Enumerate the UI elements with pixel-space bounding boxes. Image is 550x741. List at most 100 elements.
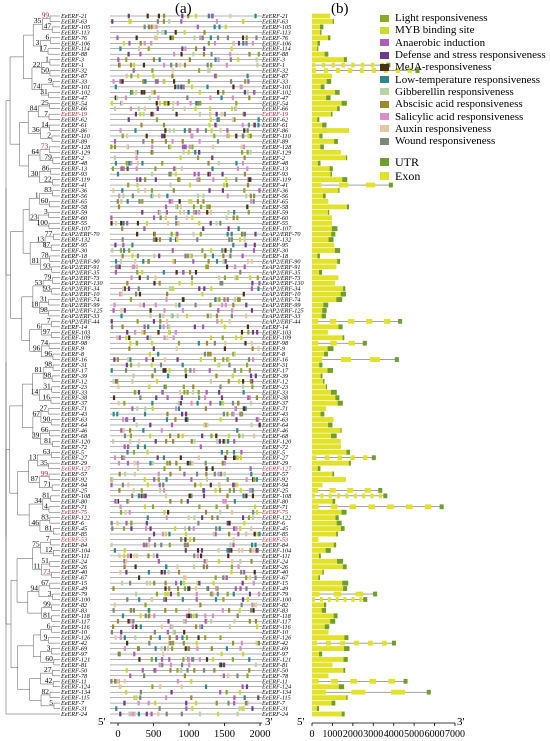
cis-element-mark [249, 193, 252, 199]
exon-box [312, 482, 323, 488]
gene-label: EeERF-8 [60, 351, 85, 358]
cis-element-mark [181, 13, 184, 19]
cis-element-mark [209, 400, 212, 406]
gene-label: EeERF-62 [60, 117, 87, 124]
cis-element-mark [217, 160, 220, 166]
cis-element-mark [160, 428, 163, 433]
cis-element-mark [226, 449, 229, 455]
utr-box [317, 160, 321, 166]
cis-element-mark [165, 711, 168, 717]
bootstrap-value: 73 [43, 567, 51, 576]
exon-box [312, 624, 330, 630]
cis-element-mark [254, 504, 257, 510]
cis-element-mark [194, 586, 198, 591]
cis-element-mark [249, 275, 252, 281]
cis-element-mark [157, 210, 160, 215]
cis-element-mark [236, 711, 239, 717]
cis-element-mark [246, 204, 249, 210]
gene-label: EeERF-67 [261, 575, 289, 582]
cis-element-mark [166, 460, 169, 466]
cis-element-mark [216, 515, 219, 520]
cis-element-mark [181, 411, 184, 417]
cis-element-mark [193, 171, 196, 177]
exon-box [312, 389, 337, 395]
cis-element-mark [192, 204, 196, 210]
cis-element-mark [208, 122, 211, 128]
utr-box [333, 542, 337, 548]
cis-element-mark [240, 449, 243, 455]
cis-element-mark [119, 504, 122, 510]
cis-element-mark [248, 618, 251, 624]
cis-element-mark [250, 559, 253, 564]
gene-label: EeERF-58 [60, 204, 88, 211]
cis-element-mark [219, 220, 222, 226]
cis-element-mark [231, 95, 234, 101]
exon-box [312, 602, 327, 608]
bootstrap-value: 30 [31, 169, 39, 178]
cis-element-mark [138, 657, 141, 662]
cis-element-mark [218, 488, 222, 493]
cis-element-mark [231, 373, 234, 379]
cis-element-mark [251, 602, 254, 608]
legend-item: Gibberellin responsiveness [380, 86, 546, 98]
cis-element-mark [137, 362, 140, 368]
exon-box [312, 618, 336, 624]
cis-element-mark [247, 210, 250, 215]
gene-label: EeERF-127 [261, 466, 292, 473]
cis-element-mark [122, 40, 125, 46]
gene-label: EeAP2/ERF-99 [60, 302, 100, 309]
cis-element-mark [209, 591, 213, 597]
promoter-axis-end: 3' [265, 716, 273, 728]
cis-element-mark [143, 411, 147, 417]
phylogenetic-tree [5, 15, 60, 715]
gene-label: EeAP2/ERF-90 [261, 258, 301, 265]
cis-element-mark [112, 608, 115, 613]
gene-label: EeERF-49 [261, 586, 288, 593]
cis-element-mark [190, 439, 193, 444]
cis-element-mark [169, 144, 172, 150]
cis-element-mark [215, 504, 218, 510]
bootstrap-value: 99 [42, 11, 50, 20]
exon-box [312, 433, 337, 439]
cis-element-mark [218, 297, 221, 302]
cis-element-mark [225, 182, 229, 188]
cis-element-mark [176, 313, 179, 319]
gene-label: EeAP2/ERF-91 [60, 264, 100, 271]
utr-box [317, 253, 320, 259]
cis-element-mark [221, 400, 225, 406]
cis-element-mark [160, 542, 163, 548]
cis-element-mark [160, 657, 164, 662]
bootstrap-value: 3 [48, 589, 52, 598]
cis-element-mark [192, 384, 195, 390]
legend-item: Defense and stress responsiveness [380, 49, 546, 61]
cis-element-mark [110, 220, 113, 226]
cis-element-mark [185, 700, 188, 706]
cis-element-mark [152, 319, 156, 324]
exon-box [312, 493, 315, 499]
cis-element-mark [216, 35, 220, 41]
cis-element-mark [223, 111, 226, 117]
cis-element-mark [119, 509, 123, 515]
cis-element-mark [175, 608, 178, 613]
cis-element-mark [225, 215, 228, 221]
gene-label: EeERF-1 [261, 62, 285, 69]
gene-label: EeAP2/ERF-73 [261, 275, 301, 282]
cis-element-mark [232, 542, 235, 548]
cis-element-mark [204, 684, 208, 690]
cis-element-mark [255, 509, 259, 515]
cis-element-mark [226, 35, 229, 41]
gene-label: EeERF-19 [60, 111, 87, 118]
cis-element-mark [186, 668, 189, 673]
cis-element-mark [204, 509, 208, 515]
cis-element-mark [166, 291, 169, 297]
gene-label: EeERF-134 [261, 689, 291, 696]
cis-element-mark [139, 177, 142, 182]
cis-element-mark [249, 466, 252, 471]
cis-element-mark [168, 586, 171, 591]
exon-box [312, 695, 348, 701]
cis-element-mark [123, 635, 126, 640]
cis-element-mark [249, 373, 253, 379]
gene-label: EeERF-15 [261, 580, 288, 587]
cis-element-mark [118, 651, 121, 657]
gene-label: EeERF-43 [60, 411, 87, 418]
